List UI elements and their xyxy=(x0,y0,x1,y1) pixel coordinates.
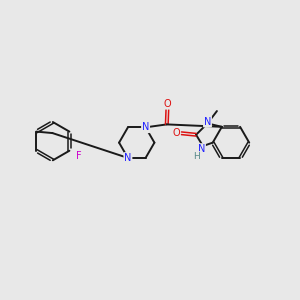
Text: O: O xyxy=(172,128,180,138)
Text: N: N xyxy=(124,153,132,163)
Text: O: O xyxy=(164,99,171,109)
Text: F: F xyxy=(76,151,81,161)
Text: N: N xyxy=(198,144,205,154)
Text: N: N xyxy=(142,122,149,132)
Text: H: H xyxy=(193,152,200,161)
Text: N: N xyxy=(204,117,211,127)
